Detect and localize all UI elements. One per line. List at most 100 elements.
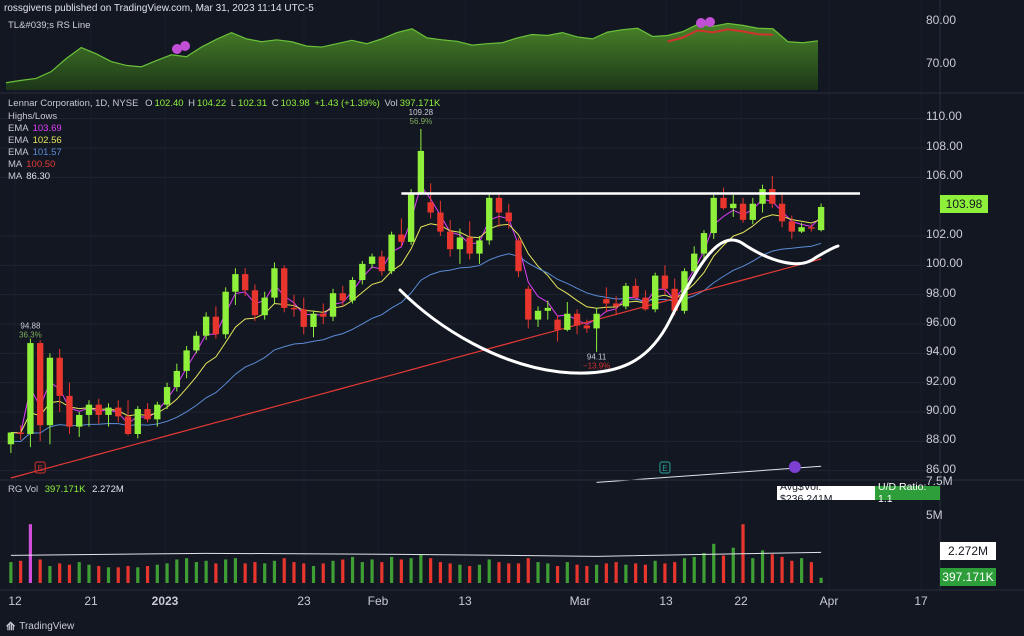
candle-body (271, 268, 278, 298)
main-legend[interactable]: Lennar Corporation, 1D, NYSE O 102.40 H 10… (8, 98, 442, 109)
volume-bar (224, 559, 228, 583)
ud-ratio-label: U/D Ratio: 1.1 (875, 481, 940, 505)
moving-averages (10, 184, 822, 483)
volume-bar (643, 564, 648, 583)
symbol-name[interactable]: Lennar Corporation, 1D, NYSE (8, 98, 139, 109)
volume-indicator-name: RG Vol (8, 484, 39, 495)
candle-body (476, 240, 483, 254)
volume-bar (38, 559, 42, 583)
indicator-row-0[interactable]: Highs/Lows (8, 111, 61, 122)
candle-body (134, 409, 141, 434)
volume-bar (175, 559, 179, 583)
candle-body (642, 297, 649, 310)
volume-bar (653, 560, 657, 583)
price-label: 90.00 (926, 403, 957, 417)
candle-body (603, 299, 610, 304)
indicator-name: MA (8, 159, 23, 170)
rs-line (5, 22, 819, 84)
volume-legend[interactable]: RG Vol 397.171K 2.272M (8, 484, 124, 495)
candle-body (583, 325, 591, 329)
x-tick-label: 21 (84, 594, 98, 608)
volume-bar (790, 560, 794, 583)
candle-body (193, 335, 200, 351)
candle-body (691, 253, 698, 272)
volume-bar (370, 559, 374, 583)
rs-new-high-dot (696, 18, 706, 28)
x-tick-label: 12 (8, 594, 22, 608)
indicator-row-1[interactable]: EMA 103.69 (8, 123, 62, 134)
x-tick-label: Apr (819, 594, 839, 608)
rs-weak-segment (667, 28, 773, 43)
rs-line-panel (5, 17, 819, 90)
x-tick-label: 17 (914, 594, 928, 608)
volume-bar (350, 556, 355, 583)
indicator-name: MA (8, 171, 23, 182)
candle-body (700, 233, 708, 254)
candle-body (466, 237, 473, 254)
volume-bar (487, 559, 491, 583)
candle-body (105, 407, 112, 415)
candle-body (378, 256, 386, 272)
candle-body (95, 404, 102, 415)
event-marker-icon (659, 461, 671, 474)
candle-body (778, 203, 786, 222)
candle-body (163, 387, 171, 405)
candle-body (730, 203, 737, 209)
ma-50-line (10, 258, 822, 479)
candle-body (446, 231, 454, 250)
price-label: 102.00 (926, 227, 963, 241)
candle-body (398, 234, 405, 242)
candle-body (290, 307, 298, 310)
indicator-row-2[interactable]: EMA 102.56 (8, 135, 62, 146)
candle-body (56, 357, 63, 396)
open-value: 102.40 (154, 98, 184, 109)
volume-bar (546, 563, 550, 583)
candle-body (7, 432, 15, 445)
indicator-row-5[interactable]: MA 86.30 (8, 171, 50, 182)
volume-bar (19, 560, 23, 583)
candle-body (486, 197, 493, 241)
volume-bar (516, 563, 521, 583)
volume-bar (634, 563, 638, 583)
rs-new-high-dot (705, 17, 715, 27)
volume-bar (780, 556, 784, 583)
volume-bar (429, 558, 433, 583)
volume-bar (468, 566, 472, 583)
candle-body (505, 212, 512, 222)
candle-body (222, 291, 229, 335)
trough-value-label: 94.11 (587, 353, 607, 362)
candle-body (320, 313, 327, 317)
candle-body (710, 197, 717, 234)
volume-legend-avg: 2.272M (92, 484, 124, 495)
volume-scale-label: 5M (926, 508, 943, 522)
volume-bar (565, 562, 569, 583)
candle-body (798, 227, 805, 232)
volume-current-tag: 397.171K (940, 568, 996, 586)
volume-bar (399, 559, 403, 583)
volume-bar (555, 566, 560, 583)
volume-bar (536, 562, 540, 583)
price-label: 88.00 (926, 432, 957, 446)
volume-bar (594, 564, 599, 583)
low-label: L (230, 98, 237, 109)
indicator-row-4[interactable]: MA 100.50 (8, 159, 55, 170)
volume-bars (9, 524, 823, 583)
candle-body (115, 407, 122, 417)
candle-body (46, 357, 54, 426)
candle-body (212, 316, 220, 335)
volume-bar (67, 564, 72, 583)
volume-bar (321, 563, 325, 583)
volume-bar (331, 560, 335, 583)
candle-body (622, 285, 630, 307)
candle-body (339, 293, 346, 301)
indicator-value: 102.56 (32, 135, 62, 146)
volume-bar (458, 564, 462, 583)
candle-body (739, 203, 747, 220)
volume-bar (819, 577, 823, 583)
volume-bar (233, 558, 238, 583)
volume-bar (214, 563, 218, 583)
x-tick-label: 13 (458, 594, 472, 608)
x-tick-label: 22 (734, 594, 748, 608)
indicator-row-3[interactable]: EMA 101.57 (8, 147, 62, 158)
